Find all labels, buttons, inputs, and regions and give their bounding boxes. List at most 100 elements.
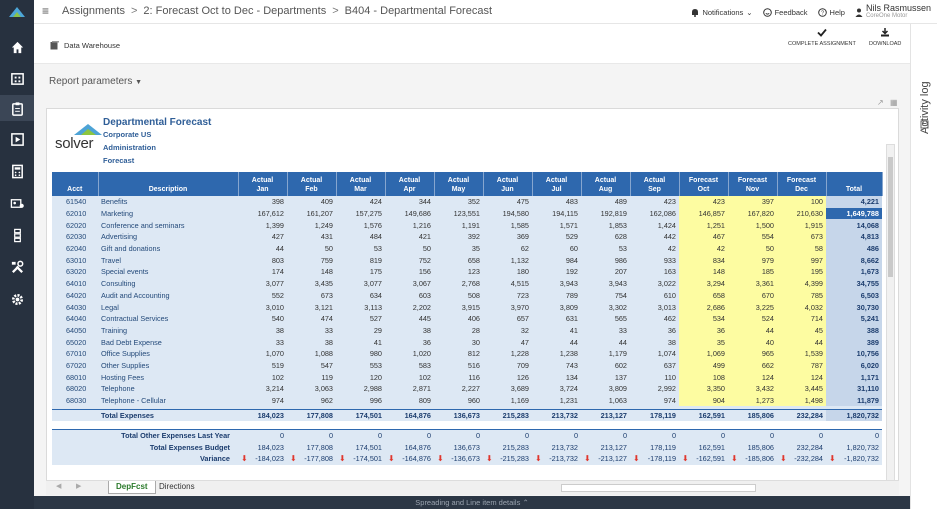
forecast-input-cell[interactable]: 3,361 [728, 277, 777, 290]
forecast-input-cell[interactable]: 124 [777, 371, 826, 383]
forecast-input-cell[interactable]: 195 [777, 266, 826, 278]
sidebar-settings[interactable] [0, 286, 34, 312]
report-parameters-toggle[interactable]: Report parameters ▼ [49, 76, 142, 87]
value-cell: 610 [630, 289, 679, 302]
forecast-input-cell[interactable]: 499 [679, 359, 728, 372]
app-logo-icon [9, 7, 25, 17]
forecast-input-cell[interactable]: 1,915 [777, 219, 826, 232]
details-panel-toggle[interactable]: Spreading and Line item details ⌃ [34, 496, 910, 509]
breadcrumb-item-assignments[interactable]: Assignments [62, 5, 125, 17]
value-cell: 53 [336, 242, 385, 255]
sidebar-home[interactable] [0, 34, 34, 60]
forecast-input-cell[interactable]: 50 [728, 242, 777, 255]
smile-icon [762, 7, 772, 17]
row-total-cell: 4,221 [826, 196, 882, 208]
column-header-scenario: Actual [251, 177, 274, 184]
tab-directions[interactable]: Directions [159, 482, 195, 491]
forecast-input-cell[interactable]: 3,445 [777, 383, 826, 395]
forecast-input-cell[interactable]: 1,498 [777, 394, 826, 407]
forecast-input-cell[interactable]: 3,294 [679, 277, 728, 290]
forecast-input-cell[interactable]: 2,686 [679, 301, 728, 313]
forecast-input-cell[interactable]: 167,820 [728, 207, 777, 220]
column-header-period: Jul [551, 186, 562, 193]
forecast-input-cell[interactable]: 45 [777, 324, 826, 337]
scrollbar-thumb[interactable] [888, 157, 893, 277]
sidebar-calculator[interactable] [0, 158, 34, 184]
forecast-input-cell[interactable]: 100 [777, 196, 826, 208]
breadcrumb-item-forecast[interactable]: 2: Forecast Oct to Dec - Departments [143, 5, 327, 17]
download-button[interactable]: DOWNLOAD [869, 28, 901, 47]
feedback-button[interactable]: Feedback [762, 7, 808, 17]
row-total-cell: 5,241 [826, 312, 882, 325]
forecast-input-cell[interactable]: 787 [777, 359, 826, 372]
value-cell: 960 [434, 394, 483, 407]
forecast-input-cell[interactable]: 210,630 [777, 207, 826, 220]
forecast-input-cell[interactable]: 785 [777, 289, 826, 302]
value-cell: 634 [336, 289, 385, 302]
vertical-scrollbar[interactable] [886, 144, 895, 494]
grid-icon[interactable]: ▦ [890, 98, 898, 107]
forecast-input-cell[interactable]: 965 [728, 347, 777, 360]
forecast-input-cell[interactable]: 185 [728, 266, 777, 278]
tab-scroll-left-icon[interactable]: ◀ [56, 483, 62, 490]
forecast-input-cell[interactable]: 1,539 [777, 347, 826, 360]
forecast-input-cell[interactable]: 4,399 [777, 277, 826, 290]
forecast-input-cell[interactable]: 58 [777, 242, 826, 255]
forecast-input-cell[interactable]: 3,225 [728, 301, 777, 313]
forecast-input-cell[interactable]: 554 [728, 231, 777, 243]
forecast-input-cell[interactable]: 1,500 [728, 219, 777, 232]
sidebar-tools[interactable] [0, 254, 34, 280]
spacer-row [52, 406, 882, 410]
forecast-input-cell[interactable]: 44 [728, 324, 777, 337]
complete-assignment-button[interactable]: COMPLETE ASSIGNMENT [788, 28, 856, 47]
forecast-input-cell[interactable]: 658 [679, 289, 728, 302]
sidebar-assignments[interactable] [0, 95, 34, 121]
forecast-input-cell[interactable]: 534 [679, 312, 728, 325]
forecast-input-cell[interactable]: 124 [728, 371, 777, 383]
forecast-input-cell[interactable]: 1,251 [679, 219, 728, 232]
forecast-input-cell[interactable]: 1,273 [728, 394, 777, 407]
forecast-input-cell[interactable]: 40 [728, 336, 777, 348]
forecast-input-cell[interactable]: 148 [679, 266, 728, 278]
activity-log-panel[interactable]: Activity log [910, 24, 937, 509]
forecast-input-cell[interactable]: 3,432 [728, 383, 777, 395]
sidebar-reports[interactable] [0, 126, 34, 152]
expand-icon[interactable]: ↗ [877, 98, 884, 107]
tab-scroll-right-icon[interactable]: ▶ [76, 483, 82, 490]
sidebar-hierarchy[interactable] [0, 222, 34, 248]
forecast-input-cell[interactable]: 35 [679, 336, 728, 348]
forecast-input-cell[interactable]: 423 [679, 196, 728, 208]
menu-icon[interactable]: ≡ [42, 4, 50, 18]
forecast-input-cell[interactable]: 997 [777, 254, 826, 267]
value-cell: 3,970 [483, 301, 532, 313]
column-header-scenario: Forecast [786, 177, 817, 184]
arrow-down-icon: ⬇ [437, 454, 444, 464]
forecast-input-cell[interactable]: 714 [777, 312, 826, 325]
user-menu[interactable]: Nils Rasmussen CoreOne Motor [855, 4, 931, 20]
forecast-input-cell[interactable]: 670 [728, 289, 777, 302]
forecast-input-cell[interactable]: 42 [679, 242, 728, 255]
horizontal-scrollbar[interactable] [561, 484, 756, 492]
forecast-input-cell[interactable]: 979 [728, 254, 777, 267]
forecast-input-cell[interactable]: 834 [679, 254, 728, 267]
forecast-input-cell[interactable]: 662 [728, 359, 777, 372]
help-button[interactable]: ? Help [817, 8, 845, 17]
forecast-input-cell[interactable]: 146,857 [679, 207, 728, 220]
forecast-input-cell[interactable]: 108 [679, 371, 728, 383]
forecast-input-cell[interactable]: 467 [679, 231, 728, 243]
forecast-input-cell[interactable]: 904 [679, 394, 728, 407]
forecast-input-cell[interactable]: 44 [777, 336, 826, 348]
sidebar-building[interactable] [0, 65, 34, 91]
forecast-input-cell[interactable]: 397 [728, 196, 777, 208]
forecast-input-cell[interactable]: 4,032 [777, 301, 826, 313]
forecast-input-cell[interactable]: 1,069 [679, 347, 728, 360]
gear-icon [11, 293, 23, 305]
forecast-input-cell[interactable]: 524 [728, 312, 777, 325]
forecast-input-cell[interactable]: 673 [777, 231, 826, 243]
notifications-button[interactable]: Notifications ⌄ [691, 8, 753, 17]
sidebar-users[interactable] [0, 190, 34, 216]
summary-value-cell: 184,023 [238, 441, 287, 453]
forecast-input-cell[interactable]: 36 [679, 324, 728, 337]
forecast-input-cell[interactable]: 3,350 [679, 383, 728, 395]
tab-depfcst[interactable]: DepFcst [108, 481, 156, 494]
